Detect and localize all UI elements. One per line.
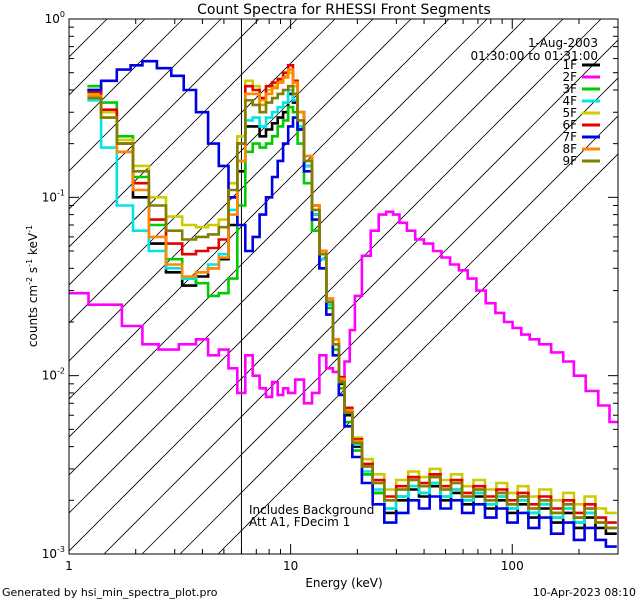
series-layer [69, 59, 618, 548]
footer-timestamp: 10-Apr-2023 08:10 [533, 586, 636, 599]
footer-generator: Generated by hsi_min_spectra_plot.pro [2, 586, 218, 599]
legend-label-1F: 1F [562, 58, 577, 72]
x-tick-label: 100 [501, 559, 524, 573]
series-line-9F [87, 84, 617, 530]
series-line-2F [69, 210, 618, 424]
hatch-line [69, 19, 412, 362]
hatch-line [69, 19, 298, 248]
legend-label-2F: 2F [562, 70, 577, 84]
note-attenuator: Att A1, FDecim 1 [249, 515, 350, 529]
chart-title: Count Spectra for RHESSI Front Segments [197, 2, 491, 18]
legend-label-4F: 4F [562, 94, 577, 108]
legend-date: 1-Aug-2003 [528, 36, 598, 50]
hatch-line [69, 19, 602, 552]
hatch-line [69, 19, 526, 476]
hatch-line [179, 115, 618, 554]
legend-label-6F: 6F [562, 118, 577, 132]
legend-label-5F: 5F [562, 106, 577, 120]
legend-time-range: 01:30:00 to 01:31:00 [471, 49, 598, 63]
hatch-line [217, 153, 618, 554]
note-background: Includes Background [249, 503, 374, 517]
y-axis-label: counts cm-2 s-1 keV-1 [25, 225, 40, 347]
legend-label-3F: 3F [562, 82, 577, 96]
hatch-line [69, 19, 564, 514]
plot-frame [68, 18, 619, 555]
legend-label-7F: 7F [562, 130, 577, 144]
legend-label-9F: 9F [562, 154, 577, 168]
x-tick-label: 10 [283, 559, 298, 573]
x-axis-label: Energy (keV) [305, 576, 382, 590]
legend-label-8F: 8F [562, 142, 577, 156]
hatch-line [69, 19, 260, 210]
hatch-line [141, 77, 618, 554]
hatch-line [69, 19, 222, 172]
hatch-line [69, 19, 488, 438]
x-tick-label: 1 [65, 559, 73, 573]
hatch-line [69, 19, 184, 134]
hatch-line [103, 39, 618, 554]
